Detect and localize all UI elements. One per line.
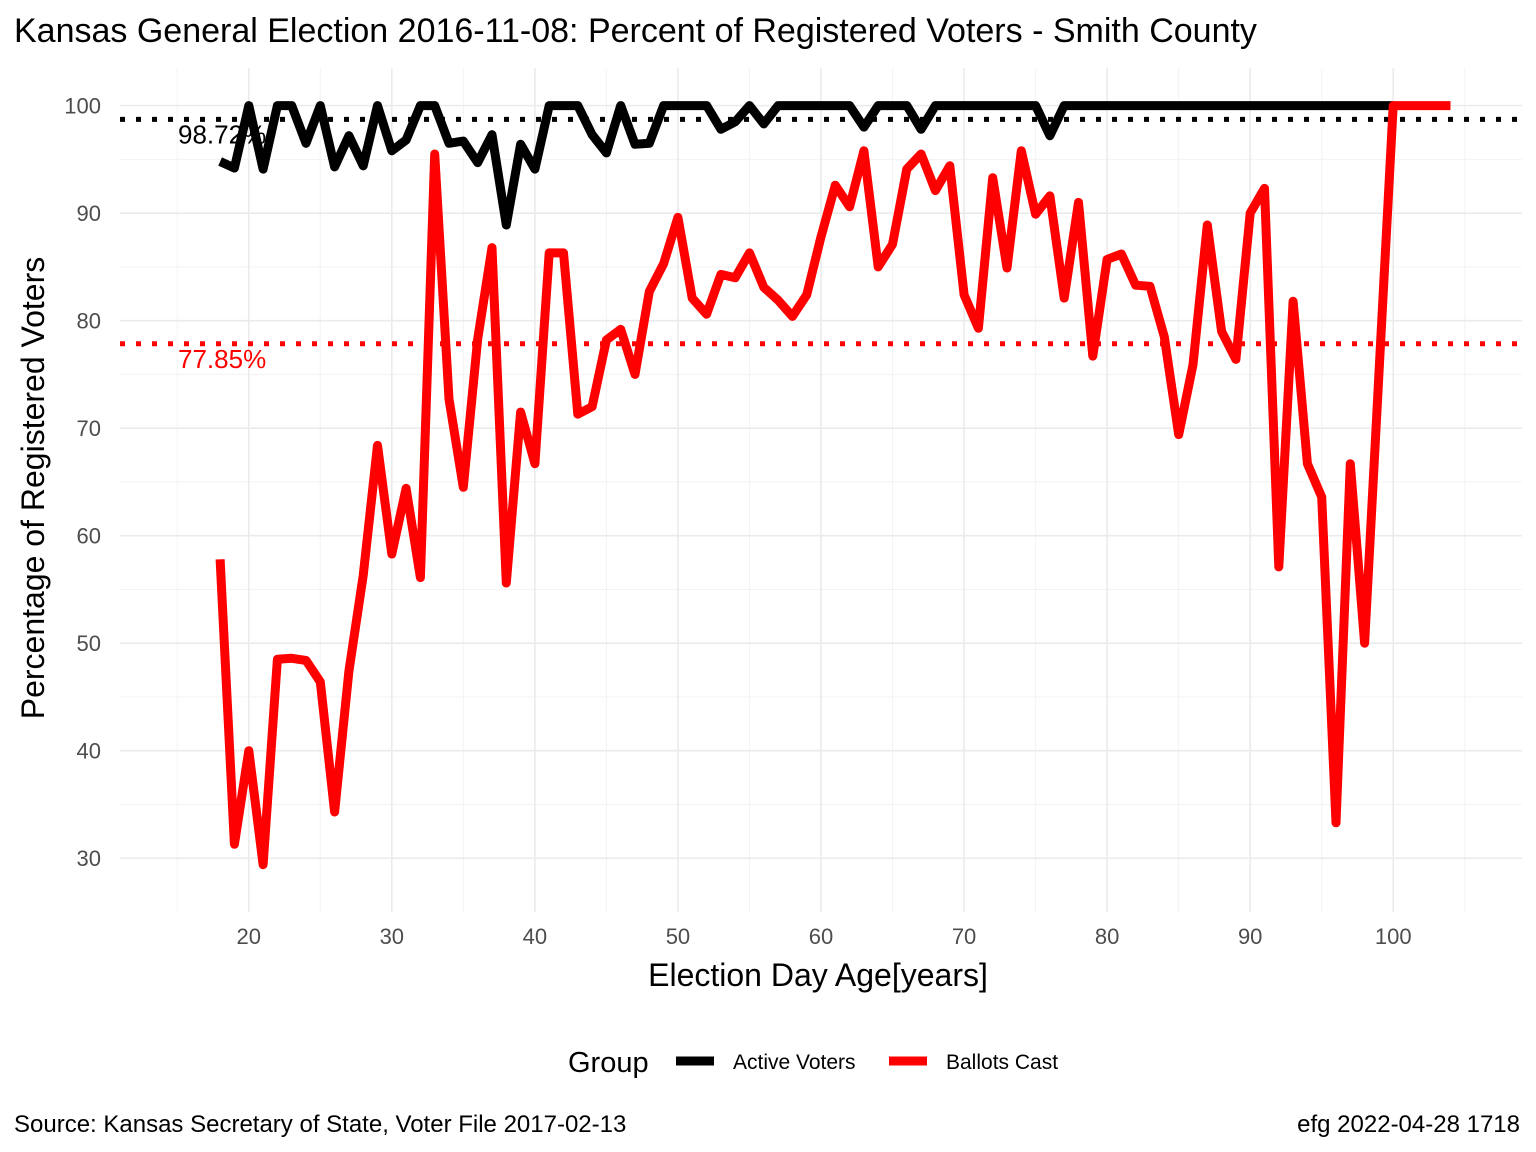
x-tick-label: 50 xyxy=(666,924,690,949)
series-line-ballots-cast xyxy=(215,101,1451,870)
series-line-active-voters xyxy=(218,101,1394,230)
y-tick-label: 90 xyxy=(77,201,101,226)
reference-label-active-voters: 98.72% xyxy=(178,119,266,149)
x-tick-label: 100 xyxy=(1375,924,1412,949)
y-tick-label: 70 xyxy=(77,416,101,441)
x-axis-tick-labels: 20 30 40 50 60 70 80 90 100 xyxy=(237,924,1412,949)
y-tick-label: 80 xyxy=(77,309,101,334)
x-tick-label: 30 xyxy=(380,924,404,949)
x-axis-title: Election Day Age[years] xyxy=(648,957,988,993)
x-tick-label: 40 xyxy=(523,924,547,949)
reference-label-ballots-cast: 77.85% xyxy=(178,344,266,374)
x-tick-label: 70 xyxy=(952,924,976,949)
caption-credit: efg 2022-04-28 1718 xyxy=(1297,1111,1520,1138)
y-axis-tick-labels: 30 40 50 60 70 80 90 100 xyxy=(64,94,101,872)
y-tick-label: 60 xyxy=(77,524,101,549)
chart-title: Kansas General Election 2016-11-08: Perc… xyxy=(14,12,1257,50)
y-axis-title: Percentage of Registered Voters xyxy=(15,257,51,720)
y-tick-label: 30 xyxy=(77,846,101,871)
y-tick-label: 50 xyxy=(77,631,101,656)
reference-line-labels: 98.72% 77.85% xyxy=(178,119,266,373)
x-tick-label: 60 xyxy=(809,924,833,949)
caption-source: Source: Kansas Secretary of State, Voter… xyxy=(14,1111,626,1138)
y-tick-label: 40 xyxy=(77,739,101,764)
legend-label-ballots-cast: Ballots Cast xyxy=(946,1051,1058,1074)
x-tick-label: 90 xyxy=(1238,924,1262,949)
legend-title: Group xyxy=(568,1047,649,1079)
x-tick-label: 80 xyxy=(1095,924,1119,949)
legend: Group Active Voters Ballots Cast xyxy=(568,1047,1058,1079)
legend-label-active-voters: Active Voters xyxy=(733,1051,856,1074)
series-lines xyxy=(215,101,1451,870)
y-tick-label: 100 xyxy=(64,94,101,119)
x-tick-label: 20 xyxy=(237,924,261,949)
